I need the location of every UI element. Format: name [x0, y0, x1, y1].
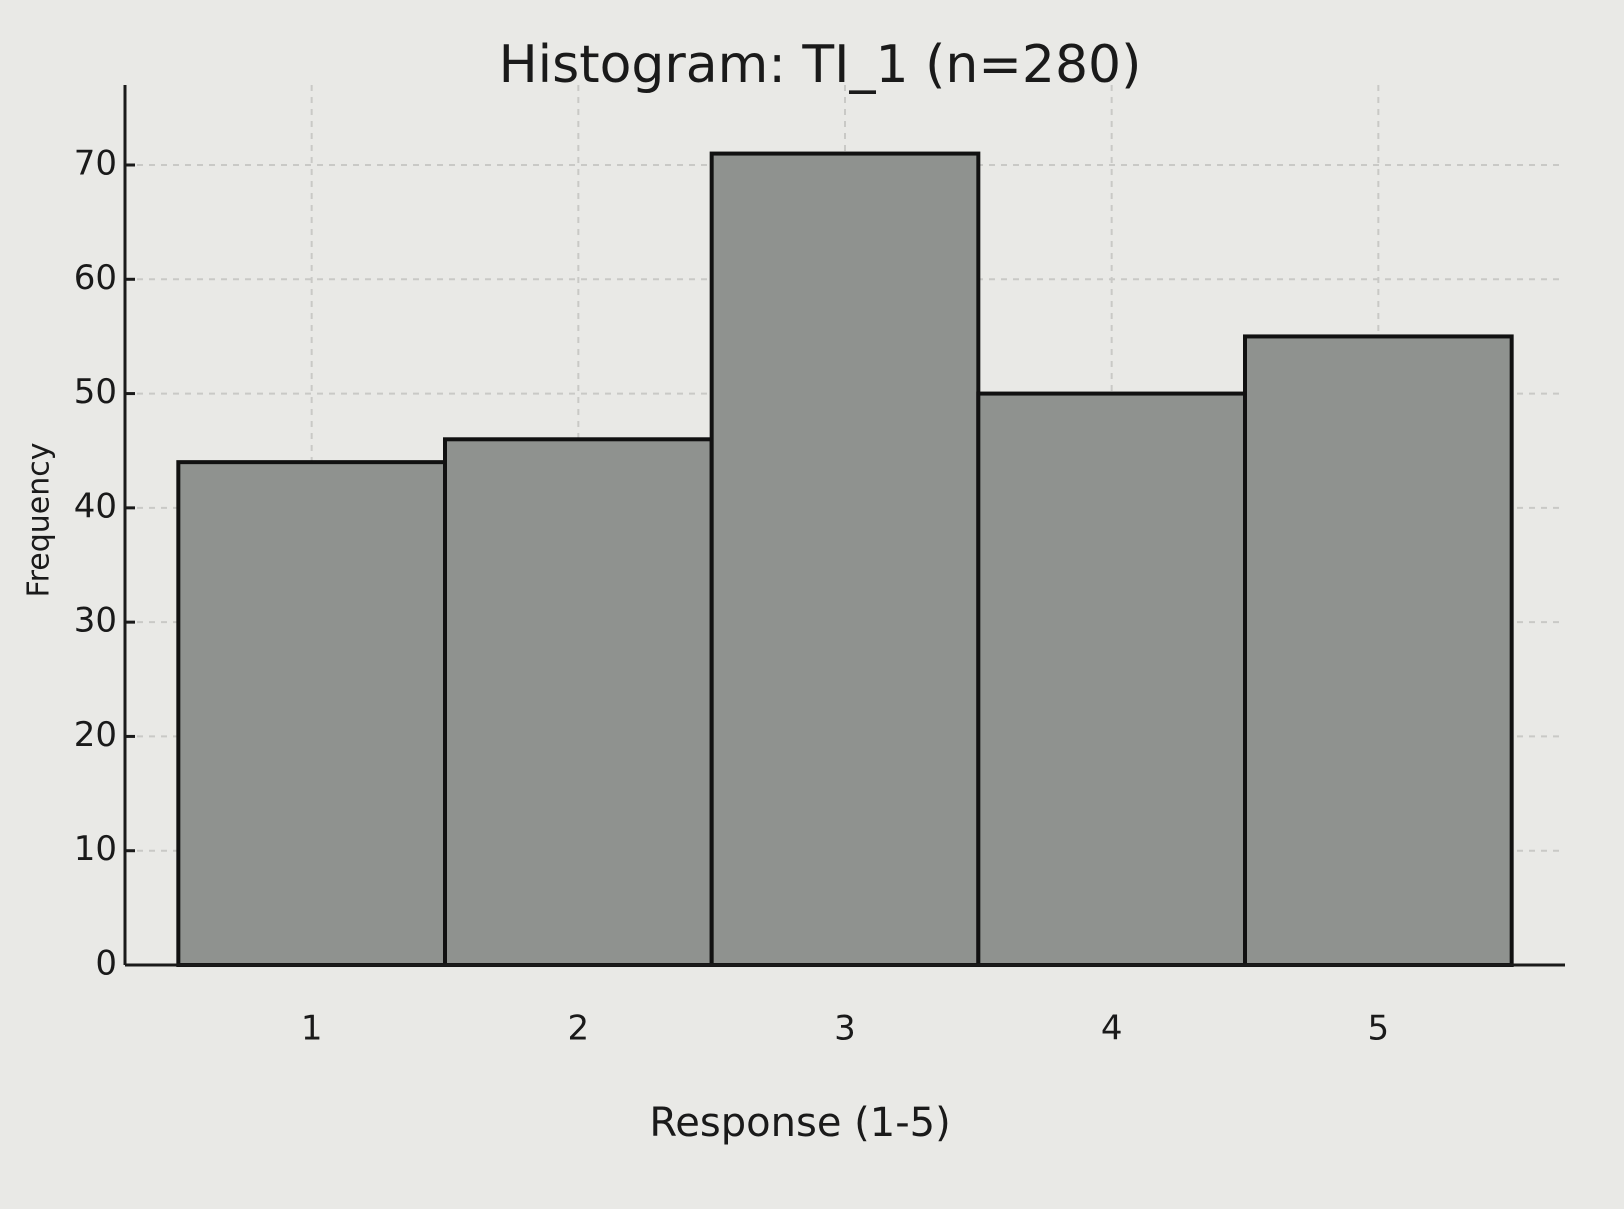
y-tick-label: 50 — [74, 372, 117, 412]
y-tick-label: 30 — [74, 601, 117, 641]
chart-title: Histogram: TI_1 (n=280) — [499, 35, 1142, 95]
x-tick-label: 2 — [568, 1009, 590, 1049]
bar — [976, 391, 1247, 968]
x-axis-label: Response (1-5) — [649, 1100, 950, 1146]
bar — [176, 460, 447, 967]
bar — [1243, 334, 1514, 967]
y-tick-label: 20 — [74, 715, 117, 755]
y-tick-label: 60 — [74, 258, 117, 298]
x-tick-label: 5 — [1368, 1009, 1390, 1049]
x-tick-label: 1 — [301, 1009, 323, 1049]
y-axis-label: Frequency — [22, 443, 57, 598]
y-tick-label: 0 — [95, 944, 117, 984]
y-tick-label: 70 — [74, 144, 117, 184]
x-tick-label: 3 — [834, 1009, 856, 1049]
x-tick-label: 4 — [1101, 1009, 1123, 1049]
bar — [443, 437, 714, 967]
bar — [709, 151, 981, 968]
y-tick-label: 40 — [74, 486, 117, 526]
y-tick-label: 10 — [74, 829, 117, 869]
